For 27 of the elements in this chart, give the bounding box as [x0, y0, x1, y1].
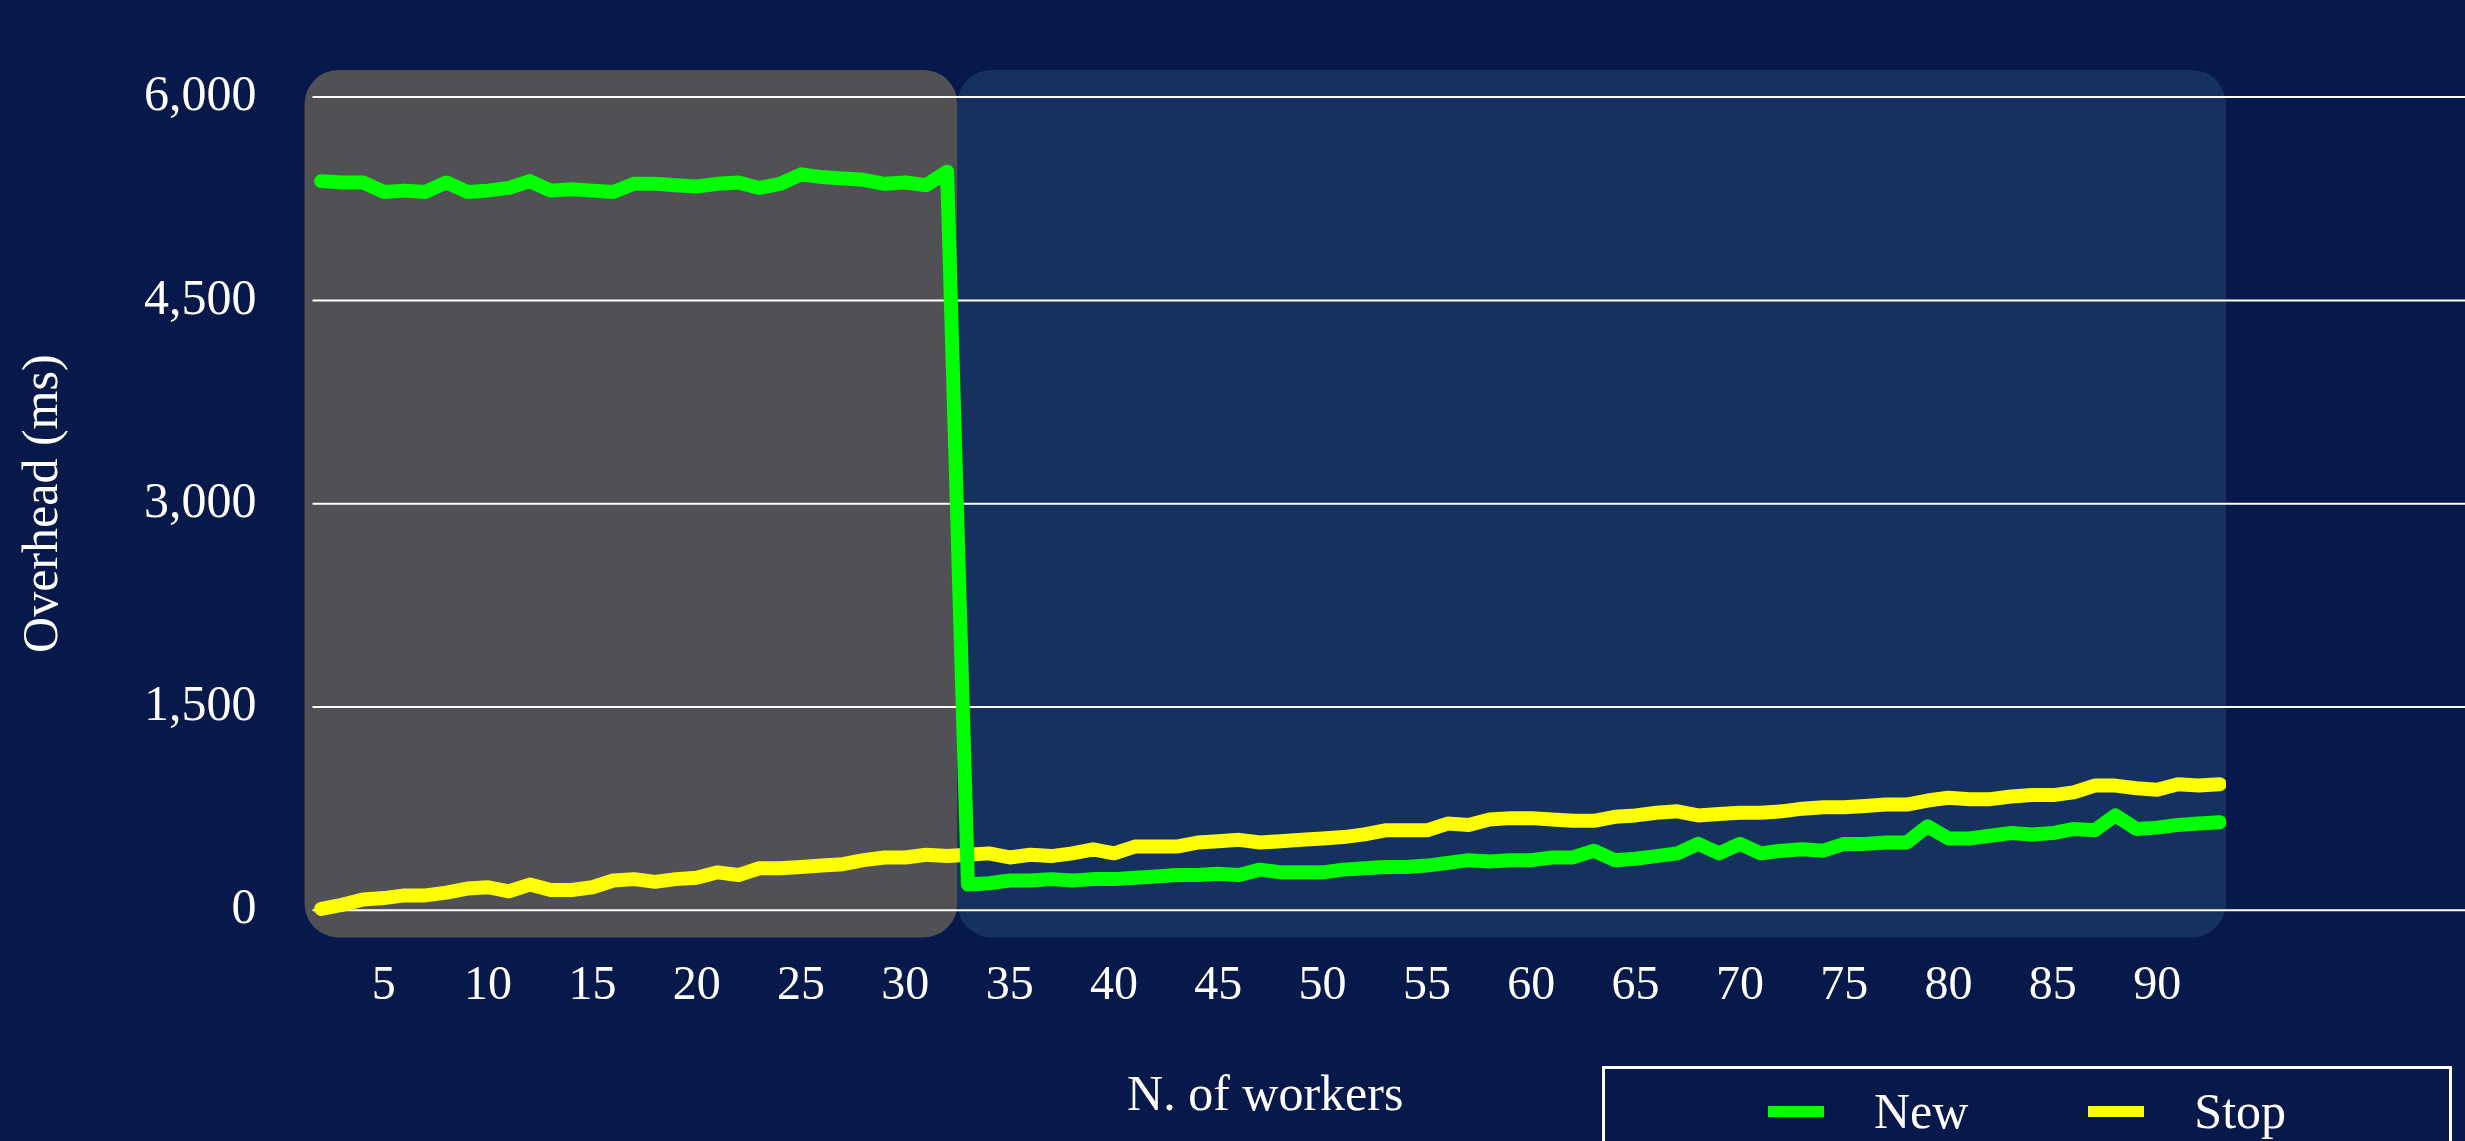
- x-tick-label: 85: [2028, 955, 2077, 1009]
- y-tick-label: 4,500: [144, 268, 257, 325]
- x-tick-label: 15: [568, 955, 617, 1009]
- x-tick-label: 65: [1611, 955, 1660, 1009]
- x-tick-label: 30: [881, 955, 930, 1009]
- x-tick-label: 70: [1715, 955, 1764, 1009]
- x-tick-label: 5: [371, 955, 396, 1009]
- x-axis-title: N. of workers: [1127, 1065, 1404, 1122]
- y-tick-label: 3,000: [144, 471, 257, 528]
- legend-label: New: [1873, 1082, 1969, 1140]
- y-tick-label: 1,500: [144, 675, 257, 732]
- y-tick-label: 0: [231, 878, 257, 935]
- x-tick-label: 35: [985, 955, 1034, 1009]
- x-tick-label: 80: [1924, 955, 1973, 1009]
- x-tick-label: 45: [1194, 955, 1243, 1009]
- x-tick-label: 50: [1298, 955, 1347, 1009]
- legend-label: Stop: [2194, 1082, 2287, 1140]
- x-tick-label: 75: [1820, 955, 1869, 1009]
- x-tick-label: 10: [464, 955, 513, 1009]
- y-tick-label: 6,000: [144, 65, 257, 122]
- x-tick-label: 90: [2133, 955, 2182, 1009]
- y-axis-title: Overhead (ms): [12, 354, 69, 653]
- x-tick-label: 55: [1402, 955, 1451, 1009]
- x-tick-label: 20: [672, 955, 721, 1009]
- x-tick-label: 25: [777, 955, 826, 1009]
- x-tick-label: 40: [1089, 955, 1138, 1009]
- x-tick-label: 60: [1507, 955, 1556, 1009]
